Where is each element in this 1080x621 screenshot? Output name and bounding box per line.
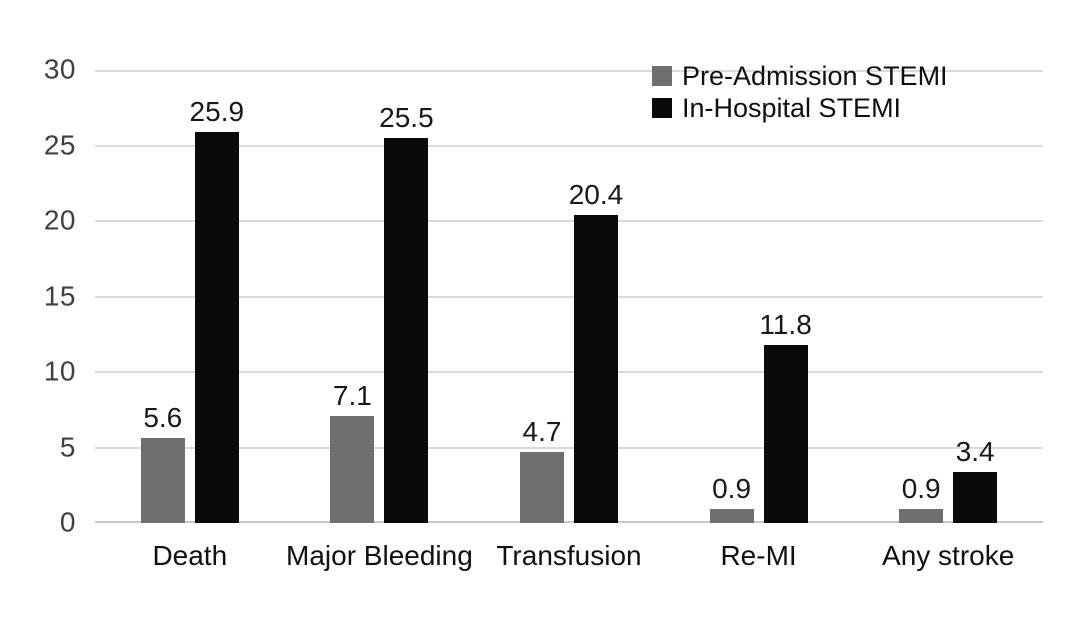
plot-area: 5.6 25.9 7.1 25.5 4.7 20.4 0.9 11.8 0.9 3.4 — [95, 70, 1043, 523]
bar-value-label: 25.5 — [379, 101, 434, 133]
legend-swatch-black-icon — [652, 98, 672, 118]
category-label: Transfusion — [496, 540, 642, 571]
legend: Pre-Admission STEMI In-Hospital STEMI — [652, 60, 948, 124]
bar-in-hospital-stemi: 20.4 — [569, 179, 623, 523]
bar-in-hospital-stemi: 3.4 — [953, 436, 998, 523]
bar-value-label: 3.4 — [955, 435, 995, 467]
gridline-0 — [95, 521, 1043, 523]
y-axis-tick-label: 20 — [43, 204, 76, 236]
gridline-30 — [95, 70, 1043, 72]
bar-pre-admission-stemi: 4.7 — [519, 416, 564, 523]
y-axis-tick-label: 30 — [43, 53, 76, 85]
category-label: Death — [152, 540, 228, 571]
bar-group-death: 5.6 25.9 — [95, 70, 285, 523]
gridlines — [95, 70, 1043, 523]
gridline-25 — [95, 144, 1043, 147]
y-axis: 0 5 10 15 20 25 30 — [0, 53, 76, 537]
category-label: Any stroke — [882, 540, 1015, 571]
bar-value-label: 11.8 — [759, 308, 812, 340]
bar-value-label: 7.1 — [332, 379, 372, 411]
bar-group-major-bleeding: 7.1 25.5 — [285, 70, 475, 523]
bar-group-transfusion: 4.7 20.4 — [474, 70, 664, 523]
bar-pre-admission-stemi: 0.9 — [709, 473, 754, 523]
gridline-15 — [95, 295, 1043, 298]
bar-in-hospital-stemi: 25.9 — [190, 96, 244, 523]
bar-value-label: 0.9 — [901, 473, 941, 505]
bar-pre-admission-stemi: 5.6 — [140, 402, 185, 523]
bar-groups: 5.6 25.9 7.1 25.5 4.7 20.4 0.9 11.8 0.9 3.4 — [95, 70, 1043, 523]
legend-item-in-hospital: In-Hospital STEMI — [652, 92, 948, 124]
bar-group-re-mi: 0.9 11.8 — [664, 70, 854, 523]
gridline-10 — [95, 371, 1043, 373]
bar-value-label: 25.9 — [189, 95, 245, 127]
bar-value-label: 5.6 — [143, 402, 183, 434]
bar-group-any-stroke: 0.9 3.4 — [853, 70, 1043, 523]
category-label: Major Bleeding — [286, 540, 473, 571]
category-label: Re-MI — [720, 540, 797, 571]
legend-swatch-gray-icon — [652, 66, 672, 86]
bar-value-label: 4.7 — [522, 416, 562, 448]
bar-in-hospital-stemi: 11.8 — [759, 309, 812, 523]
y-axis-tick-label: 10 — [43, 355, 76, 387]
legend-label: In-Hospital STEMI — [682, 92, 902, 123]
x-axis-labels: Death Major Bleeding Transfusion Re-MI Any s… — [95, 540, 1043, 572]
legend-item-pre-admission: Pre-Admission STEMI — [652, 60, 948, 92]
bar-pre-admission-stemi: 7.1 — [330, 380, 375, 523]
bar-pre-admission-stemi: 0.9 — [899, 473, 944, 523]
gridline-5 — [95, 446, 1043, 449]
bar-value-label: 0.9 — [712, 473, 752, 505]
y-axis-tick-label: 25 — [43, 128, 76, 160]
y-axis-tick-label: 5 — [59, 430, 76, 462]
bar-value-label: 20.4 — [568, 178, 624, 210]
y-axis-tick-label: 0 — [59, 506, 76, 538]
gridline-20 — [95, 220, 1043, 222]
y-axis-tick-label: 15 — [43, 279, 76, 311]
bar-in-hospital-stemi: 25.5 — [379, 102, 434, 523]
legend-label: Pre-Admission STEMI — [682, 60, 948, 91]
